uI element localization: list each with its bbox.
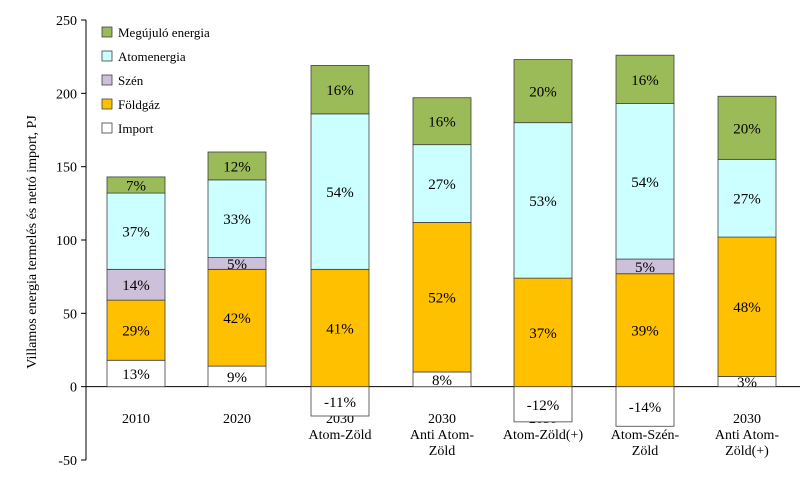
data-label: 52% — [428, 291, 456, 307]
bar-segment — [615, 386, 675, 427]
bar-segment — [412, 144, 472, 223]
data-label: 13% — [122, 367, 150, 383]
legend-label: Megújuló energia — [118, 25, 210, 40]
data-label: 16% — [631, 73, 659, 89]
bar-segment — [106, 176, 166, 194]
data-label: 29% — [122, 324, 150, 340]
bar-segment — [513, 59, 573, 124]
category-label: Anti Atom- — [715, 428, 780, 443]
data-label: 42% — [223, 311, 251, 327]
data-label: -12% — [527, 398, 560, 414]
data-label: 20% — [733, 121, 761, 137]
category-label: Atom-Zöld — [309, 428, 372, 443]
data-label: 27% — [428, 177, 456, 193]
bar-segment — [412, 221, 472, 373]
legend-swatch — [101, 98, 113, 110]
legend-label: Szén — [118, 73, 144, 88]
data-label: 37% — [529, 326, 557, 342]
legend-swatch — [101, 50, 113, 62]
data-label: 54% — [326, 185, 354, 201]
data-label: 33% — [223, 212, 251, 228]
data-label: 54% — [631, 175, 659, 191]
legend-swatch — [101, 26, 113, 38]
y-tick-label: 100 — [56, 234, 77, 249]
bar-segment — [717, 95, 777, 160]
data-label: 7% — [126, 179, 146, 195]
bar-segment — [412, 97, 472, 146]
legend: Megújuló energia Atomenergia Szén Földgáz Im… — [101, 25, 210, 136]
data-label: 8% — [432, 373, 452, 389]
category-label: Anti Atom- — [410, 428, 475, 443]
bar-segment — [310, 65, 370, 115]
legend-label: Import — [118, 121, 154, 136]
bar-segment — [207, 268, 267, 367]
data-label: 41% — [326, 322, 354, 338]
data-label: -14% — [629, 400, 662, 416]
data-label: 14% — [122, 278, 150, 294]
data-label: 16% — [326, 83, 354, 99]
legend-swatch — [101, 122, 113, 134]
bars: 13% 29% 14% 37% 7% 9% 42% 5% 33% 12% -11% 41% 54% 16%… — [106, 54, 777, 427]
bar-segment — [615, 54, 675, 105]
y-tick-label: 250 — [56, 14, 77, 29]
y-tick-label: 200 — [56, 87, 77, 102]
axes: -50 0 50 100 150 200 250 2010 2020 2030 Atom-Zöld 2… — [56, 14, 800, 469]
category-label: 2030 — [733, 412, 761, 427]
category-label: Zöld — [632, 444, 658, 459]
data-label: 5% — [227, 257, 247, 273]
category-label: 2020 — [223, 412, 251, 427]
data-label: 5% — [635, 260, 655, 276]
y-tick-label: 150 — [56, 161, 77, 176]
bar-segment — [513, 277, 573, 388]
data-label: 48% — [733, 300, 761, 316]
category-label: 2010 — [122, 412, 150, 427]
data-label: 12% — [223, 159, 251, 175]
bar-segment — [106, 299, 166, 361]
legend-label: Földgáz — [118, 97, 160, 112]
bar-segment — [310, 386, 370, 417]
data-label: -11% — [324, 395, 356, 411]
data-label: 3% — [737, 375, 757, 391]
bar-segment — [106, 359, 166, 388]
bar-segment — [106, 192, 166, 270]
data-label: 20% — [529, 85, 557, 101]
data-label: 27% — [733, 192, 761, 208]
data-label: 37% — [122, 225, 150, 241]
bar-segment — [207, 179, 267, 258]
data-label: 39% — [631, 324, 659, 340]
bar-segment — [615, 273, 675, 388]
bar-segment — [513, 122, 573, 279]
category-label: Zöld — [429, 444, 455, 459]
category-label: 2030 — [428, 412, 456, 427]
category-label: Zöld(+) — [725, 444, 769, 459]
bar-segment — [106, 268, 166, 301]
category-label: Atom-Szén- — [611, 428, 680, 443]
bar-segment — [207, 151, 267, 181]
data-label: 53% — [529, 194, 557, 210]
y-tick-label: 0 — [70, 381, 77, 396]
y-tick-label: -50 — [58, 454, 77, 469]
category-label: Atom-Zöld(+) — [503, 428, 584, 443]
data-label: 16% — [428, 115, 456, 131]
y-tick-label: 50 — [63, 307, 77, 322]
legend-swatch — [101, 74, 113, 86]
y-axis-label: Villamos energia termelés és nettó impor… — [25, 115, 40, 369]
data-label: 9% — [227, 370, 247, 386]
bar-segment — [717, 236, 777, 377]
legend-label: Atomenergia — [118, 49, 186, 64]
bar-segment — [310, 268, 370, 388]
